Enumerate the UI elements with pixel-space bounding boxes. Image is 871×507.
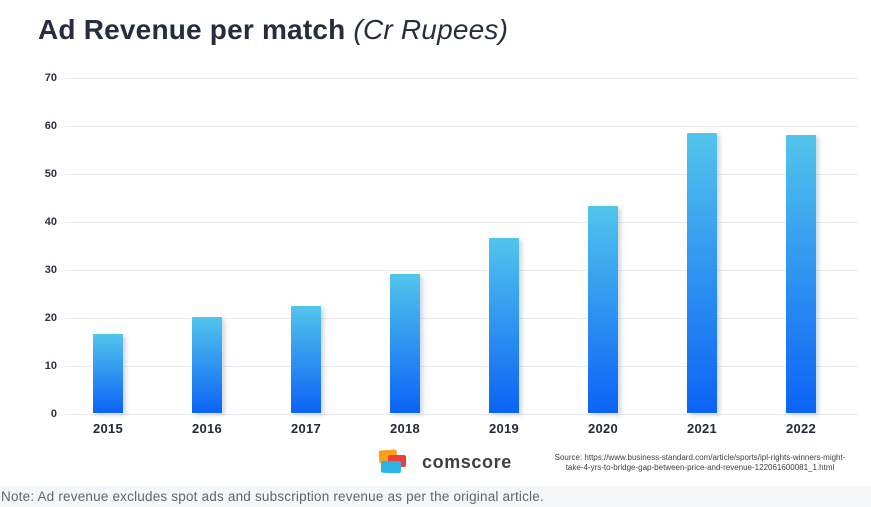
footer-row: comscore Source: https://www.business-st… xyxy=(0,443,871,487)
gridline-10 xyxy=(66,366,858,367)
bar-2020 xyxy=(588,206,618,413)
bar-2017 xyxy=(291,306,321,413)
note-text: Note: Ad revenue excludes spot ads and s… xyxy=(1,489,544,504)
y-tick-label-10: 10 xyxy=(44,360,57,372)
y-tick-label-40: 40 xyxy=(44,216,57,228)
y-tick-label-20: 20 xyxy=(44,312,57,324)
chart-title-unit: (Cr Rupees) xyxy=(353,14,509,45)
gridline-20 xyxy=(66,318,858,319)
source-line-2: take-4-yrs-to-bridge-gap-between-price-a… xyxy=(565,463,835,472)
chart-title-main: Ad Revenue per match xyxy=(38,14,346,45)
x-tick-label-2015: 2015 xyxy=(92,421,124,436)
source-citation: Source: https://www.business-standard.co… xyxy=(535,453,865,473)
y-tick-label-60: 60 xyxy=(44,120,57,132)
bar-2021 xyxy=(687,133,717,413)
comscore-logo-icon xyxy=(377,449,411,475)
gridline-70 xyxy=(66,78,858,79)
bar-2022 xyxy=(786,134,816,413)
x-tick-label-2019: 2019 xyxy=(488,421,520,436)
bar-2019 xyxy=(489,237,519,413)
x-tick-label-2016: 2016 xyxy=(191,421,223,436)
x-tick-label-2021: 2021 xyxy=(686,421,718,436)
comscore-logo: comscore xyxy=(377,449,512,475)
x-tick-label-2017: 2017 xyxy=(290,421,322,436)
bar-2018 xyxy=(390,273,420,413)
y-tick-label-70: 70 xyxy=(44,72,57,84)
bar-2015 xyxy=(93,333,123,413)
gridline-0 xyxy=(66,414,858,415)
x-tick-label-2018: 2018 xyxy=(389,421,421,436)
y-tick-label-30: 30 xyxy=(44,264,57,276)
y-tick-label-0: 0 xyxy=(50,408,57,420)
gridline-60 xyxy=(66,126,858,127)
logo-cyan-rect xyxy=(380,460,402,474)
plot-area: 70 60 50 40 30 20 10 0 2015 2016 2017 2018 2019 2020 2… xyxy=(45,72,858,436)
chart-title: Ad Revenue per match (Cr Rupees) xyxy=(38,14,508,46)
y-tick-label-50: 50 xyxy=(44,168,57,180)
x-tick-label-2022: 2022 xyxy=(785,421,817,436)
gridline-50 xyxy=(66,174,858,175)
source-line-1: Source: https://www.business-standard.co… xyxy=(554,453,846,462)
gridline-40 xyxy=(66,222,858,223)
gridline-30 xyxy=(66,270,858,271)
bar-2016 xyxy=(192,317,222,413)
note-strip: Note: Ad revenue excludes spot ads and s… xyxy=(0,486,871,507)
x-tick-label-2020: 2020 xyxy=(587,421,619,436)
comscore-wordmark: comscore xyxy=(422,451,512,472)
